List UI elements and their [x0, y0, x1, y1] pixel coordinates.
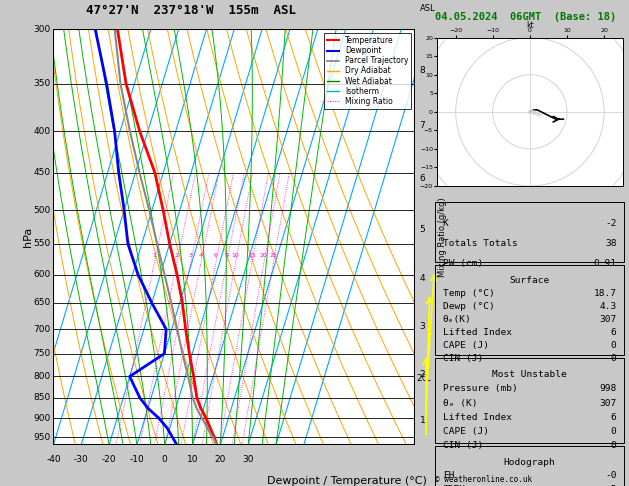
Text: 6: 6	[611, 328, 616, 337]
Text: 950: 950	[33, 433, 51, 442]
Text: 0: 0	[611, 341, 616, 349]
Text: 300: 300	[33, 25, 51, 34]
Text: 10: 10	[231, 253, 240, 258]
Text: 3: 3	[420, 322, 425, 331]
Text: 04.05.2024  06GMT  (Base: 18): 04.05.2024 06GMT (Base: 18)	[435, 12, 616, 22]
Text: 0: 0	[611, 441, 616, 450]
Text: 6: 6	[214, 253, 218, 258]
Text: 38: 38	[605, 239, 616, 248]
Text: 2: 2	[416, 374, 422, 383]
Text: K: K	[443, 219, 448, 228]
Text: 0: 0	[611, 427, 616, 436]
Text: 4: 4	[420, 274, 425, 283]
Text: 450: 450	[34, 168, 51, 177]
Text: 18.7: 18.7	[593, 289, 616, 298]
Text: 350: 350	[33, 79, 51, 88]
Bar	[435, 202, 624, 262]
Text: 0.91: 0.91	[593, 259, 616, 268]
Text: 400: 400	[34, 126, 51, 136]
Text: 750: 750	[33, 349, 51, 358]
Text: 8: 8	[225, 253, 229, 258]
Text: Lifted Index: Lifted Index	[443, 328, 512, 337]
Text: 700: 700	[33, 325, 51, 334]
Bar	[435, 265, 624, 355]
Text: EH: EH	[443, 471, 454, 481]
Text: 20: 20	[214, 455, 226, 464]
Text: CIN (J): CIN (J)	[443, 353, 483, 363]
Text: 20: 20	[260, 253, 268, 258]
Text: -40: -40	[46, 455, 61, 464]
Bar	[435, 358, 624, 443]
Text: 307: 307	[599, 399, 616, 408]
Text: CAPE (J): CAPE (J)	[443, 341, 489, 349]
Text: -10: -10	[130, 455, 144, 464]
Text: -30: -30	[74, 455, 89, 464]
Text: 6: 6	[611, 413, 616, 422]
Text: 30: 30	[242, 455, 254, 464]
Text: PW (cm): PW (cm)	[443, 259, 483, 268]
Text: Surface: Surface	[509, 276, 550, 285]
Text: 900: 900	[33, 414, 51, 423]
X-axis label: kt: kt	[526, 21, 534, 31]
Text: 1: 1	[420, 417, 425, 425]
Text: 550: 550	[33, 239, 51, 248]
Text: Totals Totals: Totals Totals	[443, 239, 518, 248]
Text: CIN (J): CIN (J)	[443, 441, 483, 450]
Text: Pressure (mb): Pressure (mb)	[443, 384, 518, 394]
Text: Hodograph: Hodograph	[504, 458, 555, 467]
Text: θₑ (K): θₑ (K)	[443, 399, 477, 408]
Text: hPa: hPa	[23, 227, 33, 247]
Text: 4.3: 4.3	[599, 302, 616, 311]
Text: 307: 307	[599, 314, 616, 324]
Text: 15: 15	[248, 253, 256, 258]
Text: 3: 3	[189, 253, 192, 258]
Text: SREH: SREH	[443, 485, 466, 486]
Text: -2: -2	[605, 219, 616, 228]
Text: Dewp (°C): Dewp (°C)	[443, 302, 494, 311]
Text: Most Unstable: Most Unstable	[493, 370, 567, 379]
Text: km
ASL: km ASL	[420, 0, 435, 13]
Text: Lifted Index: Lifted Index	[443, 413, 512, 422]
Text: 5: 5	[420, 225, 425, 234]
Text: 650: 650	[33, 298, 51, 308]
Text: 1: 1	[152, 253, 157, 258]
Legend: Temperature, Dewpoint, Parcel Trajectory, Dry Adiabat, Wet Adiabat, Isotherm, Mi: Temperature, Dewpoint, Parcel Trajectory…	[324, 33, 411, 109]
Text: 10: 10	[187, 455, 198, 464]
Text: CAPE (J): CAPE (J)	[443, 427, 489, 436]
Text: 2: 2	[175, 253, 179, 258]
Text: -5: -5	[605, 485, 616, 486]
Text: Dewpoint / Temperature (°C): Dewpoint / Temperature (°C)	[267, 476, 427, 486]
Text: 0: 0	[162, 455, 167, 464]
Text: 600: 600	[33, 270, 51, 279]
Text: 6: 6	[420, 174, 425, 184]
Text: θₑ(K): θₑ(K)	[443, 314, 472, 324]
Text: 7: 7	[420, 121, 425, 130]
Text: 4: 4	[199, 253, 203, 258]
Text: © weatheronline.co.uk: © weatheronline.co.uk	[435, 474, 532, 484]
Text: 2: 2	[420, 370, 425, 379]
Text: 47°27'N  237°18'W  155m  ASL: 47°27'N 237°18'W 155m ASL	[86, 4, 296, 17]
Text: Temp (°C): Temp (°C)	[443, 289, 494, 298]
Text: -0: -0	[605, 471, 616, 481]
Text: 998: 998	[599, 384, 616, 394]
Text: 25: 25	[269, 253, 277, 258]
Text: CL: CL	[422, 374, 431, 383]
Text: -20: -20	[102, 455, 116, 464]
Bar	[435, 446, 624, 486]
Text: 800: 800	[33, 372, 51, 381]
Text: 0: 0	[611, 353, 616, 363]
Text: 8: 8	[420, 66, 425, 75]
Text: 500: 500	[33, 206, 51, 214]
Text: Mixing Ratio (g/kg): Mixing Ratio (g/kg)	[438, 197, 447, 277]
Text: 850: 850	[33, 394, 51, 402]
